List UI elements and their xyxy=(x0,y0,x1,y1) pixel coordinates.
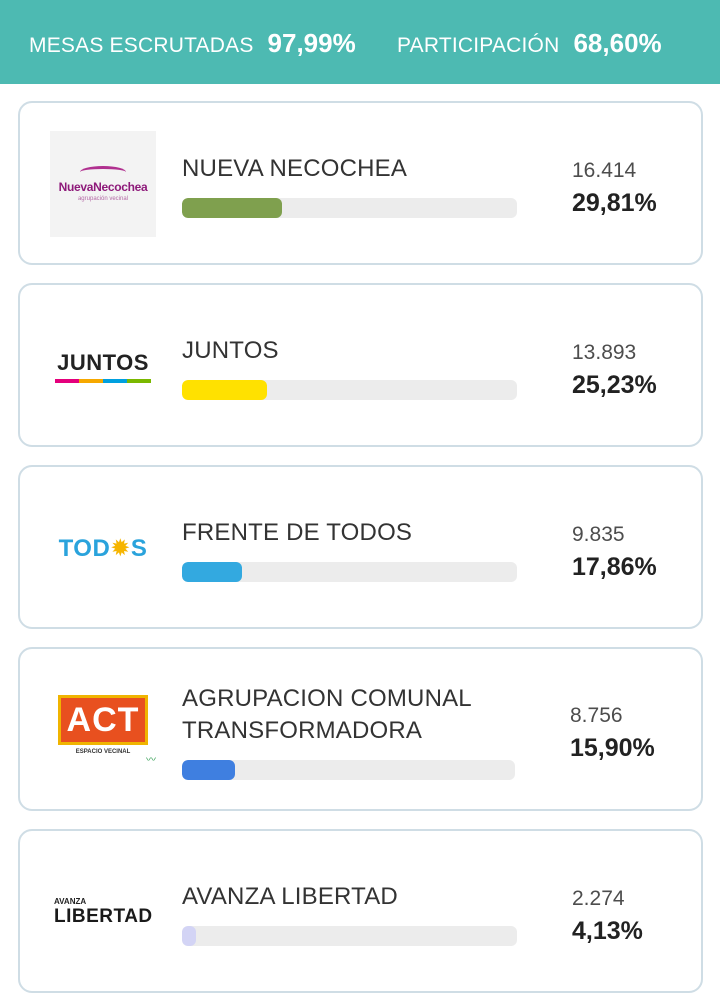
party-name: FRENTE DE TODOS xyxy=(182,519,413,546)
vote-bar-fill xyxy=(182,380,267,400)
participacion-value: 68,60% xyxy=(573,28,662,58)
mesas-escrutadas-label: MESAS ESCRUTADAS xyxy=(29,34,254,57)
participacion-stat: PARTICIPACIÓN 68,60% xyxy=(397,28,662,59)
vote-count: 13.893 xyxy=(572,341,637,364)
party-name: JUNTOS xyxy=(182,337,279,364)
vote-count: 16.414 xyxy=(572,159,637,182)
sun-icon: ✹ xyxy=(110,534,131,562)
vote-bar-fill xyxy=(182,198,282,218)
vote-percent: 15,90% xyxy=(570,734,655,762)
logo-title: LIBERTAD xyxy=(54,905,153,927)
vote-count: 9.835 xyxy=(572,523,625,546)
logo-subtitle: agrupación vecinal xyxy=(77,196,129,202)
wave-icon: 〰 xyxy=(146,754,156,766)
logo-title: JUNTOS xyxy=(57,349,149,375)
party-card-juntos[interactable]: JUNTOS JUNTOS 13.893 25,23% xyxy=(18,283,703,447)
vote-count: 2.274 xyxy=(572,887,625,910)
participacion-label: PARTICIPACIÓN xyxy=(397,34,560,57)
vote-bar-track xyxy=(182,198,517,218)
mesas-escrutadas-value: 97,99% xyxy=(267,28,356,58)
vote-percent: 17,86% xyxy=(572,553,657,581)
avanza-libertad-logo: AVANZA LIBERTAD xyxy=(50,859,156,965)
logo-title-small: AVANZA xyxy=(54,896,87,906)
juntos-logo: JUNTOS xyxy=(50,313,156,419)
party-name-line2: TRANSFORMADORA xyxy=(182,717,423,744)
todos-logo: TOD✹S xyxy=(50,495,156,601)
color-stripe xyxy=(55,378,151,383)
party-name: AGRUPACION COMUNAL TRANSFORMADORA xyxy=(182,683,512,747)
party-card-nueva-necochea[interactable]: NuevaNecochea agrupación vecinal NUEVA N… xyxy=(18,101,703,265)
vote-bar-track xyxy=(182,562,517,582)
party-name-line1: AGRUPACION COMUNAL xyxy=(182,685,472,712)
vote-count: 8.756 xyxy=(570,704,623,727)
party-name: NUEVA NECOCHEA xyxy=(182,155,408,182)
vote-percent: 25,23% xyxy=(572,371,657,399)
logo-title: TOD✹S xyxy=(59,534,148,563)
swoosh-icon xyxy=(80,166,126,178)
logo-title: ACT xyxy=(57,694,149,745)
mesas-escrutadas-stat: MESAS ESCRUTADAS 97,99% xyxy=(29,28,356,59)
logo-subtitle: ESPACIO VECINAL xyxy=(75,748,131,755)
logo-title-a: TOD xyxy=(58,534,111,562)
vote-bar-fill xyxy=(182,760,235,780)
act-logo: ACT ESPACIO VECINAL 〰 xyxy=(50,677,156,783)
party-card-agrupacion-comunal[interactable]: ACT ESPACIO VECINAL 〰 AGRUPACION COMUNAL… xyxy=(18,647,703,811)
logo-title-b: S xyxy=(130,534,148,562)
vote-bar-track xyxy=(182,380,517,400)
party-card-frente-de-todos[interactable]: TOD✹S FRENTE DE TODOS 9.835 17,86% xyxy=(18,465,703,629)
vote-percent: 29,81% xyxy=(572,189,657,217)
nueva-necochea-logo: NuevaNecochea agrupación vecinal xyxy=(50,131,156,237)
party-card-avanza-libertad[interactable]: AVANZA LIBERTAD AVANZA LIBERTAD 2.274 4,… xyxy=(18,829,703,993)
logo-title: NuevaNecochea xyxy=(58,180,148,194)
vote-bar-track xyxy=(182,760,515,780)
vote-bar-fill xyxy=(182,926,196,946)
results-header: MESAS ESCRUTADAS 97,99% PARTICIPACIÓN 68… xyxy=(0,0,720,84)
party-name: AVANZA LIBERTAD xyxy=(182,883,398,910)
vote-percent: 4,13% xyxy=(572,917,643,945)
vote-bar-fill xyxy=(182,562,242,582)
vote-bar-track xyxy=(182,926,517,946)
